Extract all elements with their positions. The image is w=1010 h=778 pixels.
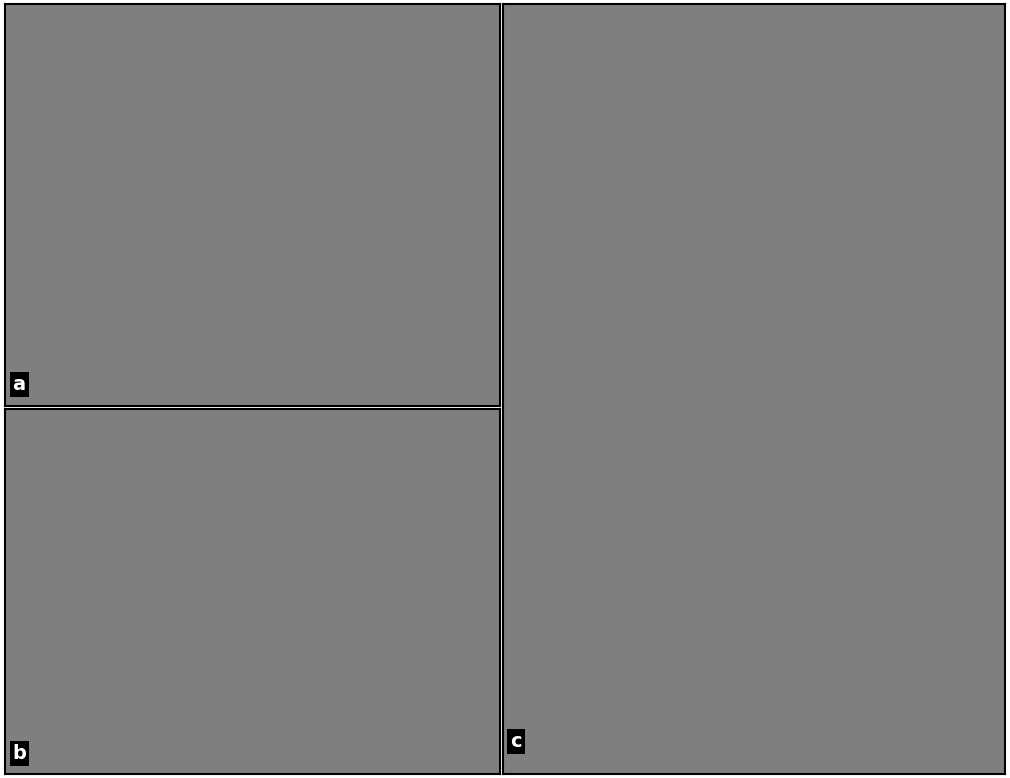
Text: b: b [12,744,26,763]
Text: c: c [510,732,522,751]
Text: a: a [12,375,25,394]
